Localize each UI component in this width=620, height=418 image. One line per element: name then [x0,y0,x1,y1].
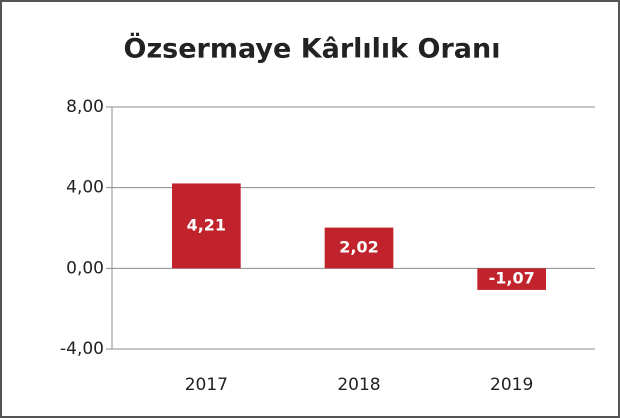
chart-title: Özsermaye Kârlılık Oranı [124,32,501,65]
data-label: 2,02 [339,237,378,256]
y-tick-label: -4,00 [60,339,104,359]
bar [171,183,241,269]
y-tick-label: 8,00 [66,97,104,117]
bar [324,227,394,269]
x-tick-label: 2019 [490,375,533,395]
y-tick-label: 4,00 [66,178,104,198]
data-label: -1,07 [489,269,535,288]
y-tick-label: 0,00 [66,258,104,278]
data-label: 4,21 [187,215,226,234]
bar [477,268,547,290]
x-tick-label: 2018 [337,375,380,395]
x-tick-label: 2017 [185,375,228,395]
